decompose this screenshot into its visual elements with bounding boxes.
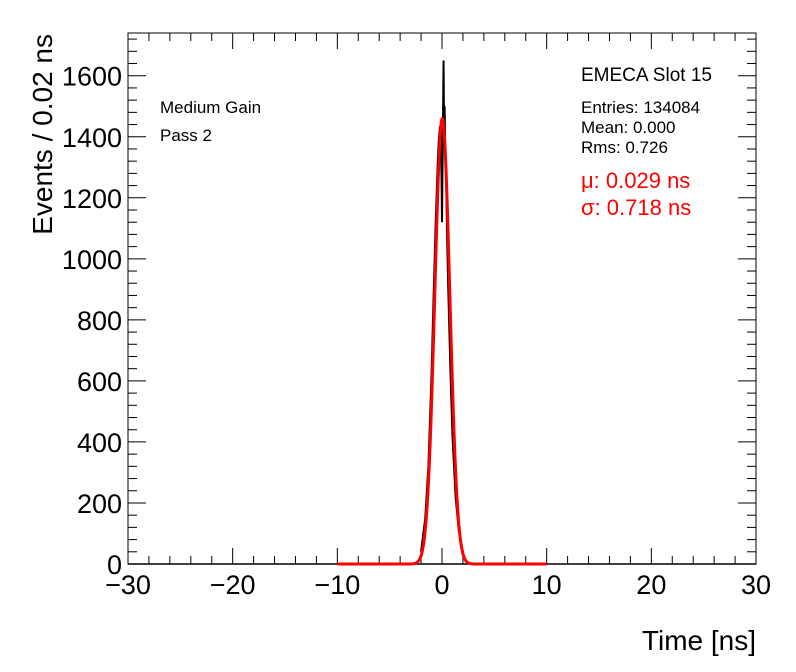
x-tick-label: −10 [314, 570, 360, 600]
y-tick-label: 1600 [62, 62, 122, 92]
x-tick-label: −30 [105, 570, 151, 600]
x-tick-label: −20 [210, 570, 256, 600]
x-tick-label: 20 [636, 570, 666, 600]
gaussian-fit-curve [337, 116, 547, 566]
y-tick-label: 400 [77, 428, 122, 458]
fit-mu-label: μ: 0.029 ns [581, 168, 690, 193]
x-tick-label: 0 [434, 570, 449, 600]
x-tick-label: 10 [532, 570, 562, 600]
fit-sigma-label: σ: 0.718 ns [581, 195, 691, 220]
y-tick-label: 1000 [62, 245, 122, 275]
y-tick-label: 800 [77, 306, 122, 336]
y-tick-label: 200 [77, 489, 122, 519]
y-tick-label: 1400 [62, 123, 122, 153]
x-tick-label: 30 [741, 570, 771, 600]
y-axis-title: Events / 0.02 ns [27, 34, 58, 235]
y-tick-label: 0 [107, 550, 122, 580]
y-tick-label: 1200 [62, 184, 122, 214]
x-axis-title: Time [ns] [642, 625, 756, 656]
y-tick-label: 600 [77, 367, 122, 397]
entries-stat: Entries: 134084 [581, 98, 700, 117]
pass-label: Pass 2 [160, 126, 212, 145]
slot-label: EMECA Slot 15 [581, 65, 712, 86]
gain-label: Medium Gain [160, 98, 261, 117]
rms-stat: Rms: 0.726 [581, 138, 668, 157]
mean-stat: Mean: 0.000 [581, 118, 676, 137]
